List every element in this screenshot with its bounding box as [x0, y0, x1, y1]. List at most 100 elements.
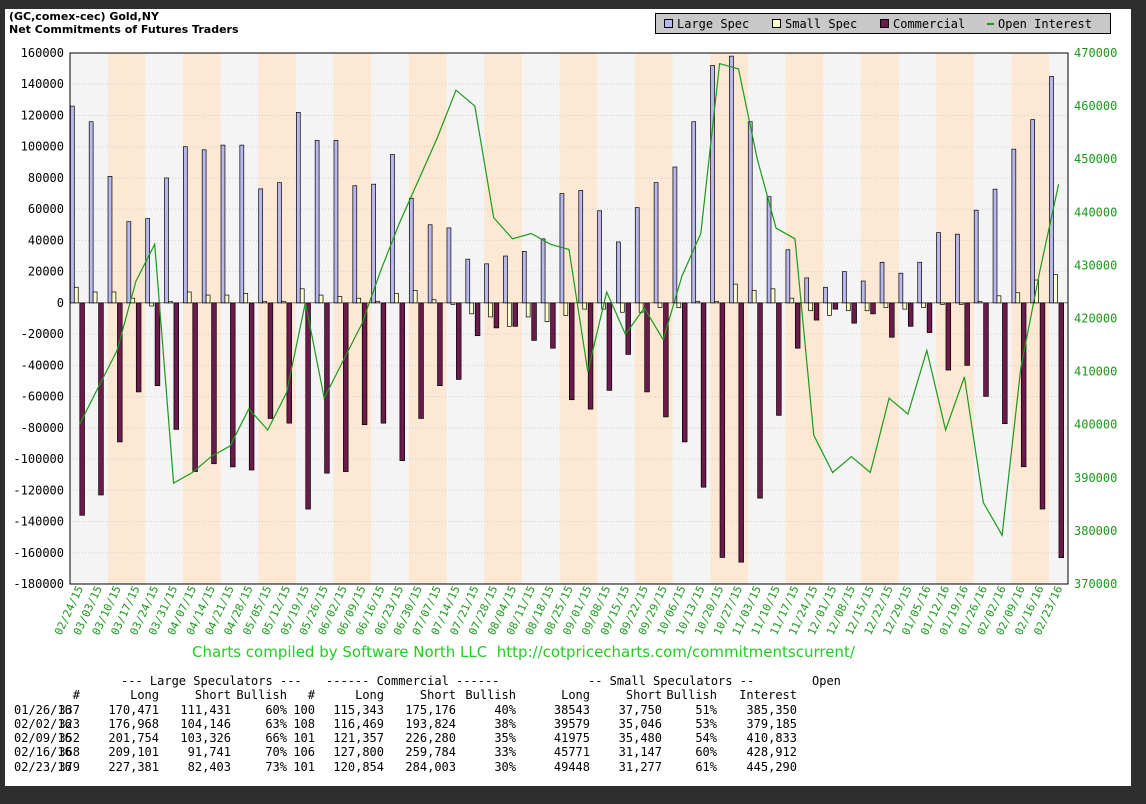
bar-large-spec [898, 272, 904, 304]
bar-commercial [606, 302, 613, 391]
week-band [634, 53, 654, 584]
bar-large-spec [672, 166, 678, 304]
table-cell: 176,968 [108, 716, 159, 731]
bar-small-spec [431, 299, 437, 304]
bar-large-spec [220, 144, 226, 304]
bar-large-spec [540, 238, 546, 304]
table-cell: 38% [494, 716, 516, 731]
bar-large-spec [616, 241, 621, 304]
cot-chart: -180000 -160000 -140000 -120000 -100000 -8000… [13, 46, 1117, 637]
table-cell: 31,147 [618, 745, 662, 760]
bar-small-spec [733, 283, 738, 304]
column-header: Bullish [465, 688, 516, 703]
bar-large-spec [521, 250, 527, 304]
table-cell: 49448 [553, 759, 590, 774]
table-cell: 51% [695, 702, 717, 717]
y-right-tick-label: 470000 [1074, 46, 1117, 60]
group-header-large-speculators: --- Large Speculators --- [121, 674, 302, 688]
bar-large-spec [70, 105, 75, 304]
bar-commercial [211, 302, 217, 465]
y-right-tick-label: 450000 [1074, 152, 1117, 166]
table-cell: 53% [695, 716, 717, 731]
bar-commercial [983, 302, 989, 397]
bar-small-spec [883, 302, 889, 308]
bar-small-spec [412, 290, 418, 304]
bar-commercial [456, 302, 462, 380]
table-cell: 193,824 [405, 716, 456, 731]
bar-commercial [248, 302, 255, 471]
bar-commercial [418, 302, 424, 419]
bar-large-spec [710, 65, 715, 304]
week-band [484, 53, 504, 584]
column-header: Long [355, 688, 384, 703]
table-cell: 02/16/16 [14, 745, 72, 760]
bar-small-spec [149, 302, 154, 307]
table-spacer [14, 674, 121, 688]
table-row: 02/16/16 368 209,101 91,741 70% 106 127,800 259… [14, 745, 842, 759]
bar-small-spec [92, 291, 98, 304]
y-right-tick-label: 390000 [1074, 471, 1117, 485]
bar-commercial [1058, 302, 1065, 559]
table-cell: 337 [58, 702, 80, 717]
week-band [1011, 53, 1031, 584]
bar-large-spec [1049, 76, 1054, 304]
table-cell: 45771 [553, 745, 590, 760]
week-band [408, 53, 428, 584]
bar-large-spec [88, 121, 94, 304]
y-left-tick-label: 60000 [28, 202, 64, 216]
bar-small-spec [1015, 292, 1021, 304]
bar-large-spec [201, 149, 207, 304]
column-header: Long [130, 688, 159, 703]
bar-large-spec [503, 255, 508, 304]
bar-small-spec [582, 302, 587, 310]
y-left-tick-label: 80000 [28, 171, 64, 185]
y-left-tick-label: 160000 [21, 46, 64, 60]
bar-small-spec [394, 293, 399, 304]
legend: Large Spec Small Spec Commercial Open In… [655, 13, 1111, 34]
bar-small-spec [902, 302, 908, 310]
table-cell: 127,800 [333, 745, 384, 760]
y-left-tick-label: -20000 [21, 327, 64, 341]
table-cell: 35,046 [618, 716, 662, 731]
y-right-tick-label: 400000 [1074, 418, 1117, 432]
bar-small-spec [1053, 274, 1058, 304]
legend-swatch-large-spec [664, 19, 673, 28]
table-row: 02/09/16 352 201,754 103,326 66% 101 121,357 22… [14, 731, 842, 745]
bar-small-spec [620, 302, 625, 313]
chart-subtitle: Net Commitments of Futures Traders [9, 23, 239, 36]
bar-commercial [305, 302, 311, 510]
bar-commercial [380, 302, 387, 424]
bar-small-spec [299, 288, 305, 304]
bar-commercial [719, 302, 726, 558]
legend-label-open-interest: Open Interest [998, 17, 1092, 31]
table-cell: 379,185 [746, 716, 797, 731]
bar-large-spec [729, 55, 734, 304]
bar-commercial [813, 302, 820, 321]
legend-item-open-interest: Open Interest [987, 17, 1092, 31]
bar-large-spec [352, 185, 358, 304]
week-band [503, 53, 522, 584]
bar-commercial [437, 302, 443, 387]
column-header: # [72, 688, 80, 703]
bar-commercial [343, 302, 349, 472]
table-cell: 175,176 [405, 702, 456, 717]
bar-commercial [889, 302, 895, 338]
table-cell: 201,754 [108, 731, 159, 746]
table-cell: 115,343 [333, 702, 384, 717]
week-band [879, 53, 899, 584]
bar-large-spec [1011, 148, 1017, 304]
y-left-tick-label: -80000 [21, 421, 64, 435]
bar-large-spec [842, 271, 847, 304]
table-cell: 121,357 [333, 731, 384, 746]
bar-large-spec [597, 210, 602, 304]
bar-commercial [964, 302, 970, 366]
credit-line: Charts compiled by Software North LLC ht… [192, 643, 855, 661]
bar-small-spec [243, 293, 249, 304]
table-cell: 116,469 [333, 716, 384, 731]
table-cell: 54% [695, 731, 717, 746]
bar-large-spec [653, 182, 659, 304]
bar-commercial [230, 302, 236, 468]
week-band [653, 53, 673, 584]
table-cell: 60% [265, 702, 287, 717]
legend-label-large-spec: Large Spec [677, 17, 750, 31]
